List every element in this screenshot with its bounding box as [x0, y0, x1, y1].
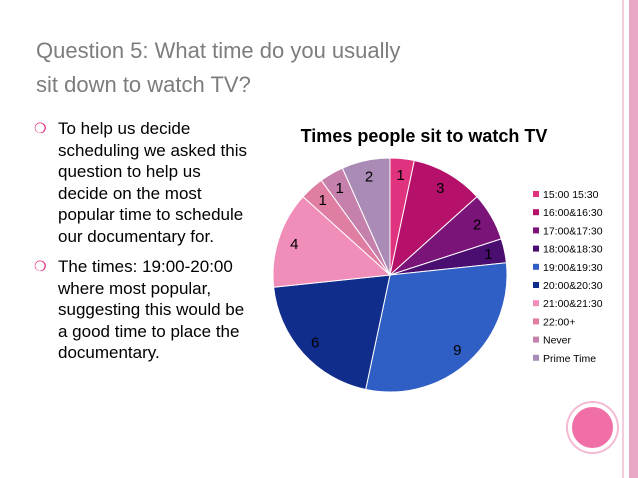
pie-data-label: 2 — [473, 217, 481, 234]
legend-label: 17:00&17:30 — [543, 225, 603, 237]
pie-data-label: 3 — [436, 180, 444, 197]
pie-slice — [389, 159, 478, 277]
pie-slice — [341, 157, 391, 276]
slide-title: Question 5: What time do you usually sit… — [36, 34, 556, 102]
bullet-item: ❍ To help us decide scheduling we asked … — [34, 118, 254, 247]
legend-swatch — [533, 245, 539, 252]
pie-data-label: 6 — [311, 334, 319, 351]
pie-data-label: 4 — [290, 236, 298, 253]
legend-label: Prime Time — [543, 353, 596, 365]
pie-data-label: 1 — [336, 180, 344, 197]
legend-label: 20:00&20:30 — [543, 280, 603, 292]
pie-slice — [272, 196, 392, 288]
title-line-2: sit down to watch TV? — [36, 72, 251, 97]
hollow-circle-bullet-icon: ❍ — [34, 120, 47, 136]
pie-data-label: 1 — [396, 167, 404, 184]
legend-label: Never — [543, 335, 572, 347]
legend-swatch — [533, 354, 539, 361]
bullet-item: ❍ The times: 19:00-20:00 where most popu… — [34, 256, 254, 364]
legend-label: 19:00&19:30 — [543, 262, 603, 274]
chart-title: Times people sit to watch TV — [301, 126, 548, 146]
legend-label: 15:00 15:30 — [543, 189, 599, 201]
title-line-1: Question 5: What time do you usually — [36, 38, 401, 63]
legend-swatch — [533, 263, 539, 270]
legend-label: 16:00&16:30 — [543, 207, 603, 219]
pie-slice — [365, 262, 508, 393]
legend-swatch — [533, 318, 539, 325]
pie-data-label: 1 — [484, 246, 492, 263]
legend-label: 21:00&21:30 — [543, 298, 603, 310]
legend-swatch — [533, 336, 539, 343]
pie-slice — [273, 274, 391, 391]
pie-data-label: 9 — [453, 342, 461, 359]
bullet-text: The times: 19:00-20:00 where most popula… — [58, 257, 245, 362]
pie-data-label: 1 — [319, 192, 327, 209]
hollow-circle-bullet-icon: ❍ — [34, 258, 47, 274]
legend-swatch — [533, 300, 539, 307]
legend-swatch — [533, 282, 539, 288]
bullet-text: To help us decide scheduling we asked th… — [58, 119, 248, 246]
accent-line — [622, 0, 624, 478]
decorative-pink-circle — [568, 403, 617, 452]
legend-label: 22:00+ — [543, 316, 575, 328]
legend-label: 18:00&18:30 — [543, 244, 603, 256]
legend-swatch — [533, 209, 539, 216]
legend-swatch — [533, 227, 539, 234]
accent-bar — [629, 0, 638, 478]
pie-data-label: 2 — [365, 169, 373, 186]
legend-swatch — [533, 191, 539, 197]
bullet-list: ❍ To help us decide scheduling we asked … — [34, 118, 254, 373]
